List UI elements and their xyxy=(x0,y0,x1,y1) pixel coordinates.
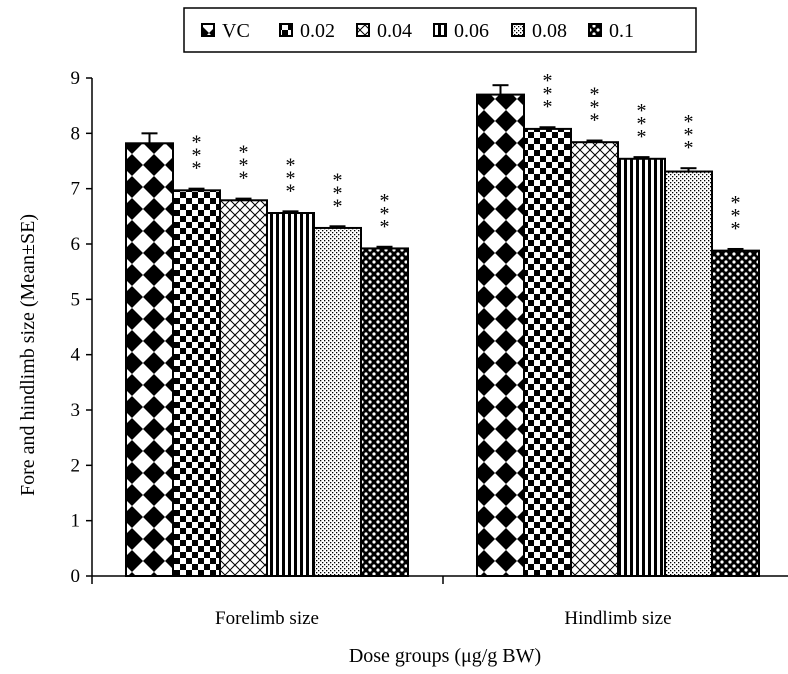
bar xyxy=(360,247,409,577)
y-axis-title: Fore and hindlimb size (Mean±SE) xyxy=(17,214,39,496)
legend-swatch xyxy=(356,23,370,37)
bars: * * * * * * * * * * * * * * * * * * * * * * * * * * * * * * xyxy=(125,70,760,578)
legend-label: VC xyxy=(222,20,250,42)
significance-marker: * * * xyxy=(543,70,553,118)
legend-swatch xyxy=(588,23,602,37)
bar xyxy=(266,212,315,577)
x-tick-label: Hindlimb size xyxy=(564,608,671,629)
bar xyxy=(570,141,619,577)
bar xyxy=(313,226,362,577)
y-tick-label: 5 xyxy=(71,289,81,310)
bar xyxy=(523,127,572,577)
bar xyxy=(476,93,525,577)
significance-marker: * * * xyxy=(637,100,647,148)
y-tick-label: 7 xyxy=(71,179,81,200)
y-tick-label: 3 xyxy=(71,400,81,421)
bar xyxy=(711,249,760,577)
y-tick-label: 4 xyxy=(71,345,81,366)
significance-marker: * * * xyxy=(239,142,249,190)
significance-marker: * * * xyxy=(380,190,390,238)
legend-label: 0.04 xyxy=(377,20,412,42)
legend-label: 0.02 xyxy=(300,20,335,42)
significance-marker: * * * xyxy=(684,111,694,159)
legend-swatch xyxy=(279,23,293,37)
legend-label: 0.1 xyxy=(609,20,634,42)
y-tick-label: 9 xyxy=(71,68,81,89)
legend-swatch xyxy=(433,23,447,37)
x-tick-label: Forelimb size xyxy=(215,608,319,629)
y-tick-label: 6 xyxy=(71,234,81,255)
legend-swatch xyxy=(201,23,215,37)
significance-marker: * * * xyxy=(731,192,741,240)
bar xyxy=(617,157,666,578)
legend-label: 0.06 xyxy=(454,20,489,42)
significance-marker: * * * xyxy=(333,169,343,217)
bar xyxy=(172,189,221,577)
x-axis-title: Dose groups (μg/g BW) xyxy=(349,645,541,667)
bar xyxy=(125,142,174,577)
y-tick-label: 1 xyxy=(71,511,81,532)
bar xyxy=(664,170,713,577)
significance-marker: * * * xyxy=(286,154,296,202)
y-tick-label: 2 xyxy=(71,455,81,476)
significance-marker: * * * xyxy=(590,84,600,132)
legend-swatch xyxy=(511,23,525,37)
significance-marker: * * * xyxy=(192,132,202,180)
y-tick-label: 8 xyxy=(71,123,81,144)
legend: VC 0.02 0.04 0.06 0.08 0.1 xyxy=(201,20,634,42)
y-tick-label: 0 xyxy=(71,566,81,587)
legend-label: 0.08 xyxy=(532,20,567,42)
bar xyxy=(219,199,268,578)
